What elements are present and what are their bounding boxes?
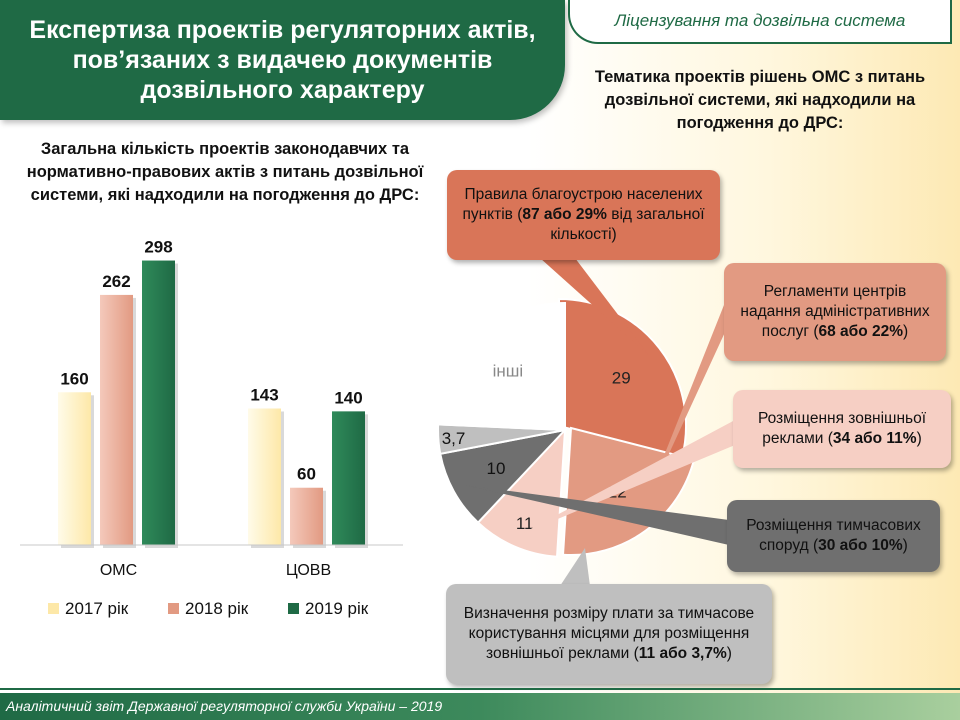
footer-divider <box>0 688 960 690</box>
bar-value-label: 262 <box>102 272 130 291</box>
pie-slice-rules <box>558 297 687 459</box>
title-banner: Експертиза проектів регуляторних актів, … <box>0 0 565 120</box>
legend-label: 2018 рік <box>185 599 249 618</box>
pie-chart-subtitle: Тематика проектів рішень ОМС з питань до… <box>594 68 926 132</box>
callout-temp-pointer <box>464 485 729 545</box>
pie-slice-temp <box>439 428 568 524</box>
callout-rules: Правила благоустрою населених пунктів (8… <box>447 170 720 260</box>
bar-value-label: 60 <box>297 465 316 484</box>
bar-2018 рік-ОМС <box>100 294 133 545</box>
bar-2019 рік-ОМС <box>142 260 175 545</box>
pie-slice-other <box>437 301 566 432</box>
bar-value-label: 160 <box>60 369 88 388</box>
footer: Аналітичний звіт Державної регуляторної … <box>0 693 960 720</box>
bar-2017 рік-ОМС <box>58 392 91 545</box>
callout-reglament-text: Регламенти центрів надання адміністратив… <box>740 283 930 340</box>
pie-slice-label: 29 <box>612 369 631 388</box>
bar-chart-subtitle: Загальна кількість проектів законодавчих… <box>26 140 424 204</box>
legend-label: 2019 рік <box>305 599 369 618</box>
callout-ads-pointer <box>519 420 735 535</box>
pie-slice-label: 11 <box>516 514 534 533</box>
legend-swatch <box>168 603 179 614</box>
legend-label: 2017 рік <box>65 599 129 618</box>
bar-value-label: 298 <box>144 238 172 257</box>
bar-value-label: 140 <box>334 388 362 407</box>
callout-fee-text: Визначення розміру плати за тимчасове ко… <box>463 605 755 662</box>
bar-value-label: 143 <box>250 386 278 405</box>
pie-slice-label: 10 <box>487 459 506 478</box>
bar-2018 рік-ЦОВВ <box>290 487 323 545</box>
callout-fee: Визначення розміру плати за тимчасове ко… <box>446 584 772 684</box>
section-label: Ліцензування та дозвільна система <box>614 11 906 30</box>
bar-2017 рік-ЦОВВ <box>248 408 281 545</box>
callout-rules-pointer <box>540 258 650 356</box>
legend-swatch <box>288 603 299 614</box>
bar-2019 рік-ЦОВВ <box>332 411 365 545</box>
page-title: Експертиза проектів регуляторних актів, … <box>29 16 536 104</box>
section-tab[interactable]: Ліцензування та дозвільна система <box>568 0 952 44</box>
footer-text: Аналітичний звіт Державної регуляторної … <box>6 698 443 714</box>
callout-reglament-pointer <box>638 300 726 521</box>
pie-slice-label: інші <box>493 361 524 380</box>
pie-slice-label: 3,7 <box>442 429 466 448</box>
callout-ads: Розміщення зовнішньої реклами (34 або 11… <box>733 390 951 468</box>
callout-temp: Розміщення тимчасових споруд (30 або 10%… <box>727 500 940 572</box>
category-label: ОМС <box>100 562 137 579</box>
callout-reglament: Регламенти центрів надання адміністратив… <box>724 263 946 361</box>
callout-fee-pointer <box>560 548 590 586</box>
callout-rules-text: Правила благоустрою населених пунктів (8… <box>462 186 705 243</box>
category-label: ЦОВВ <box>286 562 331 579</box>
callout-ads-text: Розміщення зовнішньої реклами (34 або 11… <box>757 410 927 447</box>
legend-swatch <box>48 603 59 614</box>
callout-temp-text: Розміщення тимчасових споруд (30 або 10%… <box>746 517 921 554</box>
